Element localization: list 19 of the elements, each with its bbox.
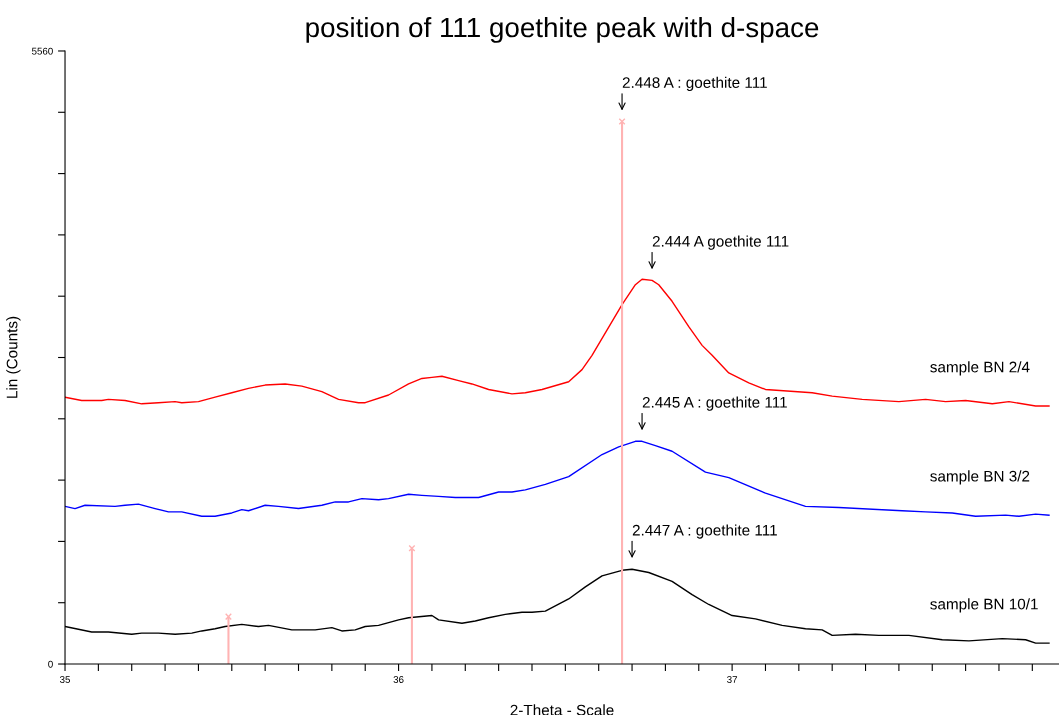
point (224, 613, 232, 621)
point (618, 118, 626, 126)
annotation: 2.445 A : goethite 111 (642, 396, 787, 411)
series-label: sample BN 2/4 (930, 361, 1030, 376)
x-axis-title: 2-Theta - Scale (510, 704, 614, 715)
chart-title: position of 111 goethite peak with d-space (306, 16, 819, 43)
y-axis-title: Lin (Counts) (6, 316, 21, 398)
x-tick-label: 36 (393, 676, 404, 683)
series-label: sample BN 3/2 (930, 470, 1030, 485)
series-label: sample BN 10/1 (930, 598, 1038, 613)
x-tick-label: 35 (59, 676, 71, 683)
annotation: 2.448 A : goethite 111 (622, 76, 767, 91)
y-tick-label: 0 (48, 660, 53, 668)
annotation: 2.447 A : goethite 111 (632, 524, 777, 539)
annotation: 2.444 A goethite 111 (652, 235, 789, 250)
y-tick-label: 5560 (31, 47, 53, 55)
x-tick-label: 37 (727, 676, 738, 683)
line-series (65, 440, 1050, 517)
point (408, 544, 416, 552)
